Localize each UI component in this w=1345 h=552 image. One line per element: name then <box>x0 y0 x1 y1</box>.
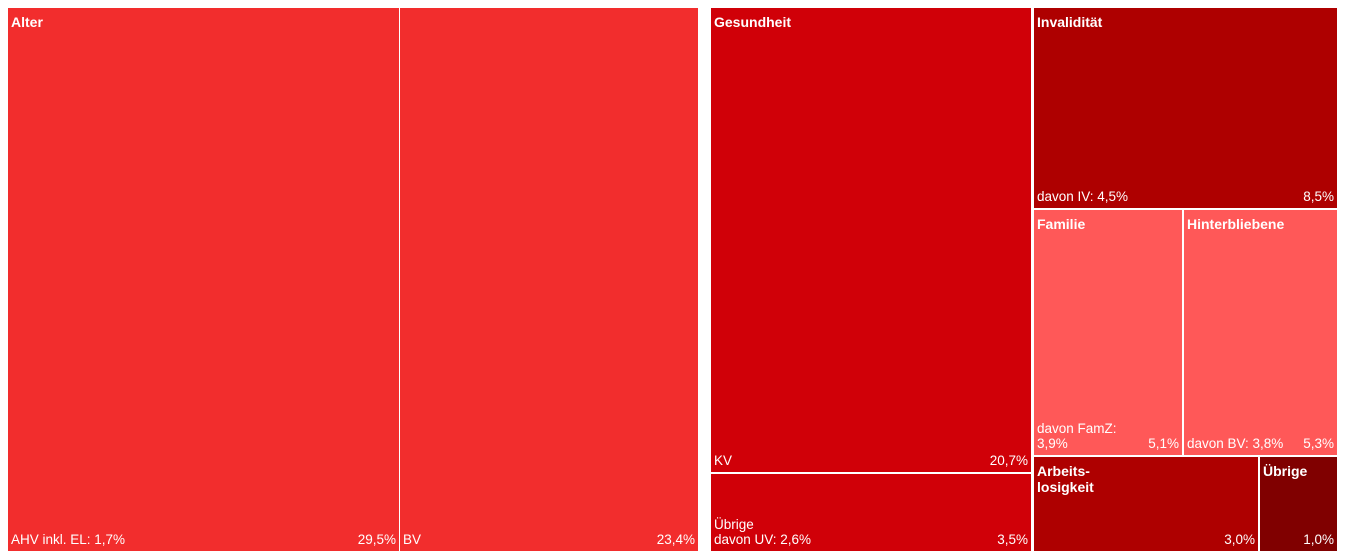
tile-value-label: 8,5% <box>1303 189 1334 204</box>
tile-name: Alter <box>11 14 43 30</box>
tile-name: Übrige <box>1263 463 1308 479</box>
treemap-tile-familie: Familie davon FamZ: 3,9% 5,1% <box>1034 210 1182 455</box>
tile-sub-label: Übrige davon UV: 2,6% <box>714 517 812 547</box>
treemap-tile-invaliditaet: Invalidität davon IV: 4,5% 8,5% <box>1034 8 1337 208</box>
treemap-tile-arbeitslosigkeit: Arbeits- losigkeit 3,0% <box>1034 457 1258 551</box>
tile-sub-label: KV <box>714 453 733 468</box>
tile-value-label: 20,7% <box>989 453 1028 468</box>
treemap-tile-gesundheit-uebrige: Übrige davon UV: 2,6% 3,5% <box>711 474 1031 551</box>
tile-value-label: 23,4% <box>656 532 695 547</box>
tile-sub-label: davon FamZ: 3,9% <box>1037 421 1117 451</box>
tile-name: Hinterbliebene <box>1187 216 1285 232</box>
tile-value-label: 1,0% <box>1303 532 1334 547</box>
tile-value-label: 3,0% <box>1224 532 1255 547</box>
tile-value-label: 3,5% <box>997 532 1028 547</box>
tile-value-label: 5,1% <box>1148 436 1179 451</box>
tile-name: Arbeits- losigkeit <box>1037 463 1094 495</box>
tile-value-label: 5,3% <box>1303 436 1334 451</box>
treemap-tile-alter-bv: BV 23,4% <box>400 8 698 551</box>
tile-sub-label: davon IV: 4,5% <box>1037 189 1129 204</box>
treemap-tile-gesundheit-kv: Gesundheit KV 20,7% <box>711 8 1031 472</box>
tile-name: Invalidität <box>1037 14 1103 30</box>
tile-value-label: 29,5% <box>357 532 396 547</box>
tile-sub-label: AHV inkl. EL: 1,7% <box>11 532 126 547</box>
tile-name: Gesundheit <box>714 14 792 30</box>
treemap-tile-uebrige: Übrige 1,0% <box>1260 457 1337 551</box>
treemap-tile-hinterbliebene: Hinterbliebene davon BV: 3,8% 5,3% <box>1184 210 1337 455</box>
tile-sub-label: davon BV: 3,8% <box>1187 436 1284 451</box>
tile-name: Familie <box>1037 216 1086 232</box>
tile-sub-label: BV <box>403 532 422 547</box>
treemap-tile-alter-ahv: Alter AHV inkl. EL: 1,7% 29,5% <box>8 8 399 551</box>
